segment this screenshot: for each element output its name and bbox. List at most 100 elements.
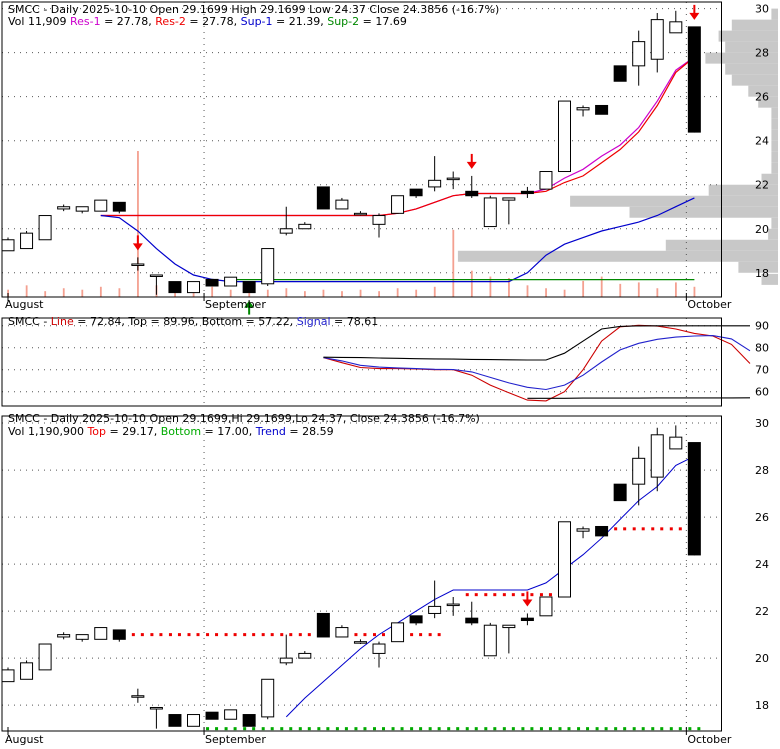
price-candle-body — [595, 104, 609, 115]
volume-bar — [248, 291, 251, 297]
res2-value: = 27.78, — [186, 15, 237, 28]
top-dot — [530, 593, 534, 597]
trend-candle-body — [94, 627, 108, 640]
top-dot — [354, 633, 358, 637]
trend-panel-legend: Vol 1,190,900 Top = 29.17, Bottom = 17.0… — [8, 425, 334, 438]
price-candle-body — [409, 188, 423, 197]
price-month-label: September — [205, 298, 266, 311]
volume-bar — [526, 285, 529, 297]
top-dot — [465, 593, 469, 597]
price-candle-body — [465, 190, 479, 197]
sell-arrow-head — [466, 161, 477, 169]
trend-candle-body — [539, 596, 553, 617]
oscillator-tick-label: 90 — [755, 320, 769, 333]
trend-candle-body — [391, 622, 405, 643]
trend-candle-body — [112, 629, 126, 640]
volume-profile-bar — [457, 250, 778, 262]
trend-candle-body — [669, 436, 683, 450]
bottom-dot — [577, 727, 581, 731]
price-candle-body — [446, 177, 460, 181]
volume-profile-bar — [731, 74, 778, 86]
top-dot — [410, 633, 414, 637]
price-candle-body — [502, 197, 516, 201]
bottom-dot — [539, 727, 543, 731]
trend-candle-body — [335, 627, 349, 638]
bottom-dot — [344, 727, 348, 731]
price-candle-body — [650, 19, 664, 60]
price-panel-title: SMCC - Daily 2025-10-10 Open 29.1699 Hig… — [8, 3, 499, 16]
bottom-dot — [447, 727, 451, 731]
top-dot — [159, 633, 163, 637]
trend-month-label: August — [5, 733, 44, 745]
top-dot — [280, 633, 284, 637]
price-tick-label: 18 — [755, 267, 769, 280]
price-candle-body — [112, 201, 126, 212]
signal-label: Signal — [297, 315, 331, 328]
volume-profile-bar — [761, 173, 778, 185]
sell-arrow-head — [689, 12, 700, 20]
trend-candle-body — [353, 641, 367, 644]
sup1-label: Sup-1 — [241, 15, 273, 28]
trend-value: = 28.59 — [286, 425, 334, 438]
trend-candle-body — [298, 652, 312, 659]
bottom-dot — [502, 727, 506, 731]
bottom-readout: Bottom = 57.22, — [198, 315, 293, 328]
trend-panel-frame — [1, 415, 722, 732]
price-panel-legend: Vol 11,909 Res-1 = 27.78, Res-2 = 27.78,… — [8, 15, 407, 28]
volume-profile-bar — [771, 129, 778, 141]
trend-candle-body — [205, 711, 219, 720]
top-dot — [270, 633, 274, 637]
top-dot — [243, 633, 247, 637]
volume-profile-bar — [771, 107, 778, 119]
trend-candle-body — [224, 709, 238, 720]
volume-profile-bar — [771, 217, 778, 229]
price-tick-label: 28 — [755, 47, 769, 60]
volume-bar — [563, 289, 566, 297]
bottom-dot — [280, 727, 284, 731]
price-candle-body — [669, 21, 683, 34]
volume-profile-bar — [771, 8, 778, 20]
oscillator-legend: SMCC - Line = 72.84, Top = 89.96, Bottom… — [8, 315, 378, 328]
trend-candle-body — [650, 434, 664, 478]
series-line-sup-1 — [100, 197, 695, 283]
trend-tick-label: 20 — [755, 652, 769, 665]
trend-tick-label: 24 — [755, 558, 769, 571]
volume-profile-bar — [771, 151, 778, 163]
volume-profile-bar — [731, 19, 778, 31]
price-candle-body — [372, 215, 386, 225]
trend-tick-label: 30 — [755, 417, 769, 430]
bottom-dot — [465, 727, 469, 731]
trend-candle-body — [20, 662, 34, 680]
trend-volume-readout: Vol 1,190,900 — [8, 425, 84, 438]
bottom-dot — [400, 727, 404, 731]
bottom-dot — [261, 727, 265, 731]
bottom-dot — [363, 727, 367, 731]
bottom-dot — [558, 727, 562, 731]
top-dot — [632, 527, 636, 531]
top-dot — [548, 593, 552, 597]
series-line-res-1 — [100, 56, 695, 217]
price-candle-body — [57, 206, 71, 210]
price-candle-body — [335, 199, 349, 210]
volume-bar — [174, 289, 176, 297]
volume-bar — [675, 282, 677, 297]
bottom-dot — [632, 727, 636, 731]
volume-bar — [118, 288, 121, 297]
price-candle-body — [38, 215, 52, 241]
volume-bar — [396, 288, 399, 297]
oscillator-bottom-line — [527, 397, 751, 399]
trend-arrows — [522, 591, 533, 607]
signal-value: = 78.61 — [331, 315, 379, 328]
volume-bar — [137, 151, 139, 297]
price-candle-body — [149, 274, 163, 277]
volume-profile-bar — [718, 30, 778, 42]
volume-bar — [470, 270, 473, 297]
trend-tick-label: 28 — [755, 464, 769, 477]
price-candle-body — [224, 276, 238, 287]
price-candle-body — [261, 248, 275, 285]
signal-arrows — [132, 4, 700, 315]
price-candle-body — [205, 278, 219, 287]
sell-arrow-head — [522, 599, 533, 607]
price-candle-body — [353, 212, 367, 216]
trend-candle-body — [1, 669, 15, 683]
